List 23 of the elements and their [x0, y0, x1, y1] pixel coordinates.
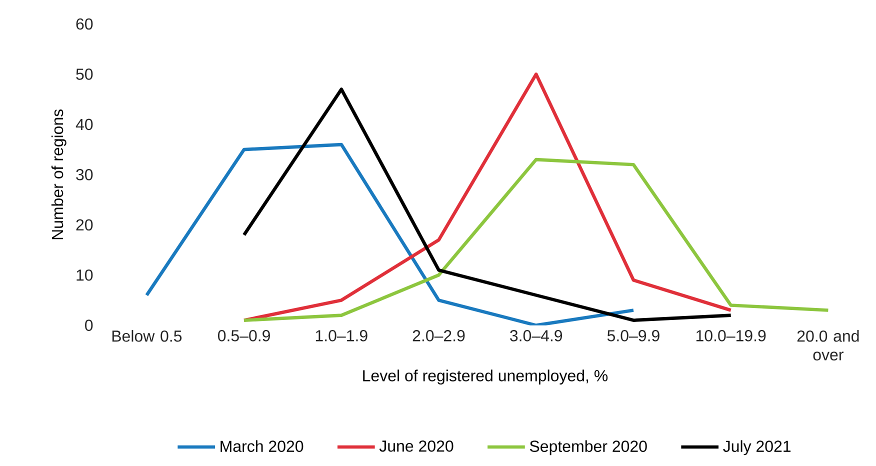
y-tick-label: 20 [76, 219, 93, 231]
y-tick-label: 50 [76, 68, 93, 80]
x-tick-label: 2.0–2.9 [412, 330, 465, 342]
y-tick-label: 0 [85, 320, 93, 331]
line-series [242, 158, 830, 322]
x-tick-label: 5.0–9.9 [607, 330, 660, 342]
legend-label: July 2021 [723, 440, 791, 456]
legend-label: March 2020 [220, 440, 304, 452]
x-axis-title: Level of registered unemployed, % [363, 370, 608, 385]
x-tick-label: 1.0–1.9 [316, 330, 368, 342]
y-tick-label: 40 [76, 118, 93, 130]
x-tick-label: 20.0 and over [797, 330, 859, 360]
y-tick-label: 30 [76, 169, 93, 180]
line-series [145, 142, 636, 326]
y-axis-title: Number of regions [51, 109, 66, 240]
x-tick-label: Below 0.5 [112, 330, 182, 342]
y-tick-label: 60 [76, 18, 93, 30]
x-tick-label: 3.0–4.9 [510, 330, 562, 342]
y-tick-label: 10 [76, 269, 93, 281]
legend-label: June 2020 [379, 440, 454, 452]
x-tick-label: 10.0–19.9 [696, 330, 766, 342]
x-tick-label: 0.5–0.9 [218, 330, 270, 342]
legend-label: September 2020 [530, 440, 647, 456]
